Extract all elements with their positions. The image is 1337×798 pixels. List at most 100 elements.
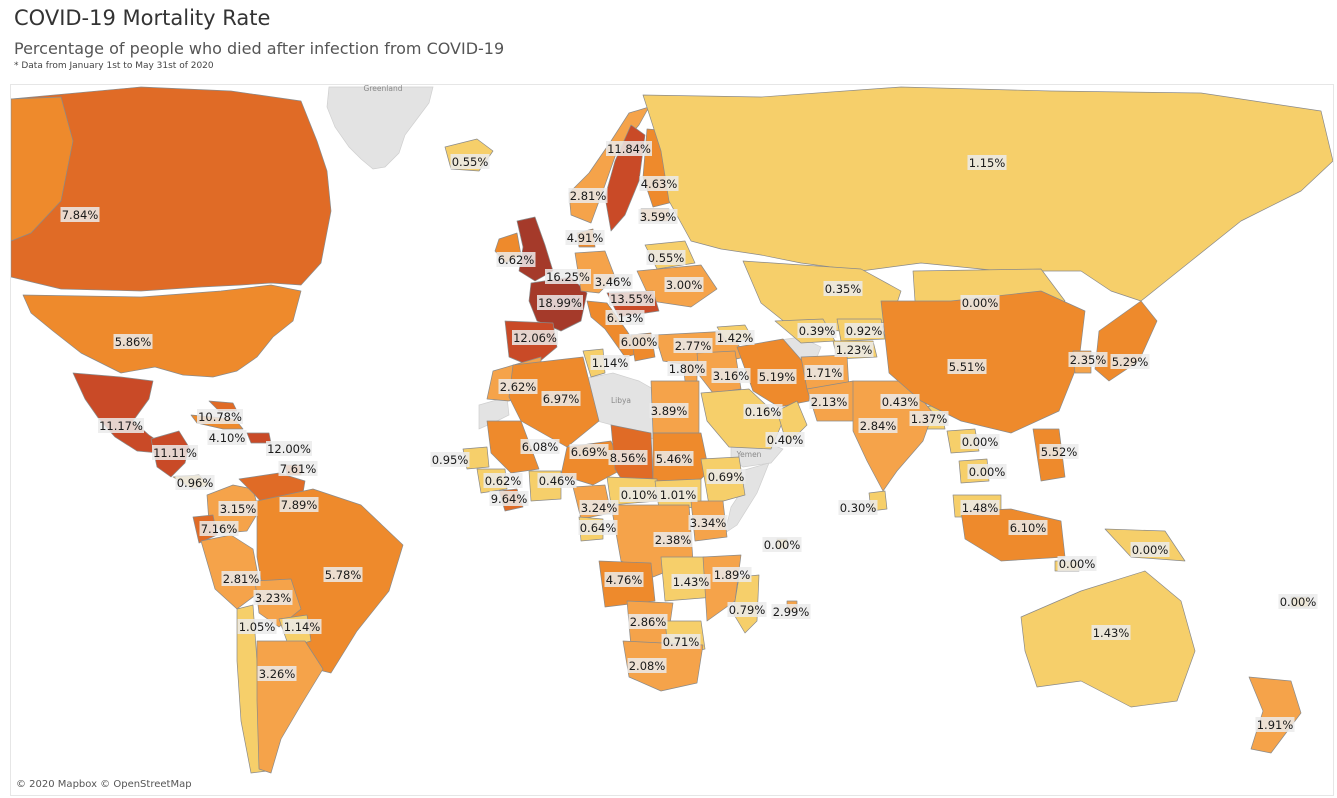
value-label-text: 8.56% [610,451,647,465]
value-label-text: 0.69% [708,470,745,484]
value-label-kyrgyzstan: 0.92% [844,323,884,338]
value-label-egypt: 3.89% [649,403,689,418]
value-label-background [1130,542,1170,557]
value-label-text: 1.23% [836,343,873,357]
value-label-bahamas: 10.78% [197,409,243,424]
value-label-tajikistan: 1.23% [834,342,874,357]
value-label-india: 2.84% [858,418,898,433]
value-label-background [711,368,751,383]
value-label-background [1057,556,1097,571]
value-label-text: 4.63% [641,177,678,191]
value-label-panama: 0.96% [175,475,215,490]
value-label-text: 2.86% [630,615,667,629]
value-label-text: 7.84% [62,208,99,222]
value-label-text: 2.35% [1070,353,1107,367]
value-label-text: 6.08% [522,440,559,454]
value-label-south-africa: 2.08% [627,658,667,673]
value-label-background [664,277,704,292]
value-label-background [278,461,318,476]
value-label-text: 0.00% [764,538,801,552]
value-label-hungary: 13.55% [609,291,655,306]
value-label-text: 3.24% [581,501,618,515]
value-label-text: 0.79% [729,603,766,617]
value-label-background [565,230,605,245]
value-label-background [673,338,713,353]
value-label-background [606,141,652,156]
value-label-background [323,567,363,582]
value-label-text: 4.91% [567,231,604,245]
value-label-mauritania: 6.08% [520,439,560,454]
value-label-text: 12.00% [267,442,311,456]
country-argentina[interactable] [256,640,324,774]
value-label-south-korea: 2.35% [1068,352,1108,367]
value-label-senegal: 0.95% [430,452,470,467]
value-label-background [541,391,581,406]
value-label-background [430,452,470,467]
greenland-shape [326,86,434,170]
value-label-background [960,434,1000,449]
value-label-morocco: 2.62% [498,379,538,394]
country-usa[interactable] [22,284,302,378]
value-label-text: 2.77% [675,339,712,353]
value-label-germany: 3.46% [593,274,633,289]
value-label-malaysia: 1.48% [960,500,1000,515]
value-label-background [609,291,655,306]
value-label-text: 0.71% [663,635,700,649]
value-label-canada: 7.84% [60,207,100,222]
value-label-background [197,409,243,424]
value-label-background [619,334,659,349]
value-label-france: 18.99% [537,295,583,310]
value-label-background [638,209,678,224]
value-label-guinea: 0.62% [483,473,523,488]
map-canvas[interactable]: Greenland Libya Yemen 7.84% 5.86% 11.17% 11.1… [10,84,1334,796]
value-label-background [279,497,319,512]
value-label-liberia: 9.64% [489,491,529,506]
value-label-text: 3.89% [651,404,688,418]
value-label-background [568,188,608,203]
value-label-background [590,355,630,370]
region-label-greenland: Greenland [364,85,403,93]
value-label-background [765,432,805,447]
value-label-background [266,441,312,456]
value-label-russia: 1.15% [967,155,1007,170]
value-label-background [838,500,878,515]
value-label-background [608,450,648,465]
value-label-chad: 8.56% [608,450,648,465]
value-label-text: 18.99% [538,296,582,310]
value-label-text: 1.15% [969,156,1006,170]
value-label-text: 0.00% [962,296,999,310]
value-label-text: 3.46% [595,275,632,289]
value-label-background [569,444,609,459]
country-alaska[interactable] [11,96,74,242]
page-title: COVID-19 Mortality Rate [14,6,271,30]
value-label-text: 6.00% [621,335,658,349]
value-label-dominican-republic: 12.00% [266,441,312,456]
country-mauritania[interactable] [486,420,540,474]
value-label-mongolia: 0.00% [960,295,1000,310]
value-label-background [1091,625,1131,640]
value-label-text: 6.62% [498,253,535,267]
value-label-cambodia: 0.00% [967,464,1007,479]
map-attribution[interactable]: © 2020 Mapbox © OpenStreetMap [16,779,192,790]
value-label-background [712,567,752,582]
value-label-background [60,207,100,222]
value-label-text: 5.19% [759,370,796,384]
choropleth-map[interactable]: Greenland Libya Yemen 7.84% 5.86% 11.17% 11.1… [11,85,1333,795]
value-label-norway: 2.81% [568,188,608,203]
value-label-text: 1.43% [673,575,710,589]
value-label-philippines: 5.52% [1039,444,1079,459]
value-label-text: 1.05% [239,620,276,634]
value-label-background [175,475,215,490]
country-russia[interactable] [642,86,1333,302]
value-label-text: 0.46% [539,474,576,488]
value-label-text: 1.14% [284,620,321,634]
country-new-zealand[interactable] [1248,676,1302,754]
value-label-background [1039,444,1079,459]
value-label-background [880,394,920,409]
value-label-text: 1.71% [806,366,843,380]
country-canada[interactable] [11,86,332,292]
value-label-text: 11.84% [607,142,651,156]
value-label-background [667,361,707,376]
value-label-text: 0.00% [969,465,1006,479]
value-label-indonesia: 6.10% [1008,520,1048,535]
